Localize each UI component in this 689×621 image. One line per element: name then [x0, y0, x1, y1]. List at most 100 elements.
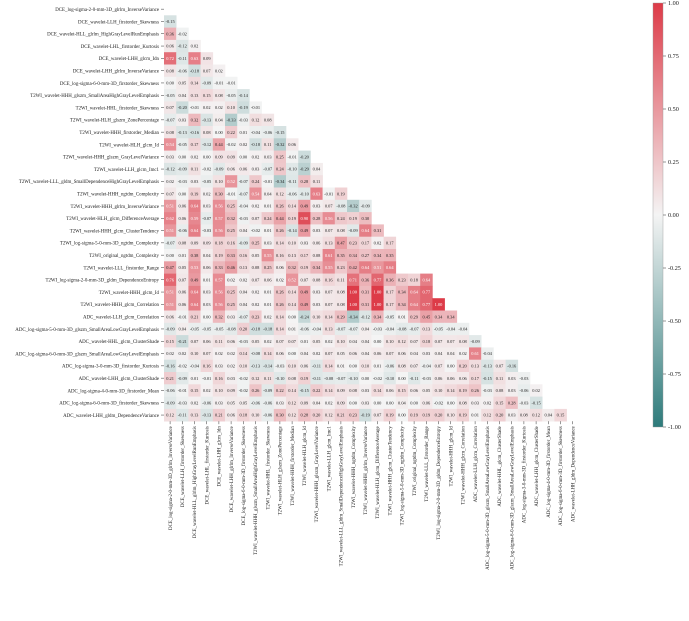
cell-value-label: 0.07: [325, 290, 333, 295]
row-tick-label: DCE_wavelet-LHH_glrlm_InverseVariance: [73, 69, 159, 74]
cell-value-label: 0.12: [252, 376, 260, 381]
cell-value-label: 0.14: [325, 314, 333, 319]
cell-value-label: 0.07: [252, 216, 260, 221]
column-tick-label: DCE_log-sigma-6-0-mm-3D_firstorder_Skewn…: [242, 426, 247, 525]
cell-value-label: 0.62: [166, 216, 174, 221]
row-tick-label: T2WI_wavelet-HHH_glrlm_InverseVariance: [70, 205, 159, 210]
cell-value-label: -0.14: [239, 93, 249, 98]
cell-value-label: -0.18: [251, 142, 261, 147]
heatmap-cell-33-9: [273, 408, 287, 422]
cell-value-label: 0.02: [252, 154, 260, 159]
cell-value-label: -0.09: [471, 339, 481, 344]
heatmap-cell-25-2: [188, 310, 201, 324]
column-tick-label: T2WI_wavelet-HHL_firstorder_Skewness: [266, 426, 271, 509]
heatmap-cell-31-6: [237, 384, 250, 397]
heatmap-cell-14-8: [261, 175, 275, 188]
heatmap-cell-33-5: [225, 408, 238, 422]
cell-value-label: -0.07: [202, 216, 212, 221]
cell-value-label: 0.07: [374, 413, 382, 418]
heatmap-cell-18-14: [334, 224, 348, 237]
heatmap-cell-19-1: [176, 236, 189, 250]
cell-value-label: 0.00: [386, 400, 394, 405]
heatmap-cell-29-25: [469, 359, 482, 373]
heatmap-cell-19-2: [188, 236, 201, 250]
cell-value-label: 0.08: [496, 388, 504, 393]
column-tick-label: DCE_log-sigma-2-0-mm-3D_glrlm_InverseVar…: [169, 426, 174, 530]
cell-value-label: 0.47: [337, 240, 345, 245]
cell-value-label: 0.10: [191, 351, 199, 356]
cell-value-label: 0.11: [313, 179, 321, 184]
heatmap-cell-18-12: [310, 224, 323, 237]
heatmap-cell-9-7: [249, 113, 262, 127]
heatmap-cell-11-3: [200, 138, 214, 151]
cell-value-label: 0.25: [264, 265, 272, 270]
cell-value-label: -0.03: [422, 376, 432, 381]
cell-value-label: 0.04: [239, 290, 247, 295]
heatmap-cell-22-20: [408, 273, 421, 287]
heatmap-cell-30-8: [261, 372, 275, 385]
heatmap-cell-27-0: [164, 335, 177, 348]
cell-value-label: -0.02: [239, 376, 248, 381]
cell-value-label: 0.03: [227, 314, 235, 319]
cell-value-label: 0.04: [178, 93, 186, 98]
cell-value-label: 0.61: [325, 253, 333, 258]
heatmap-cell-32-11: [298, 396, 311, 410]
heatmap-cell-27-14: [334, 335, 348, 348]
cell-value-label: 0.07: [166, 105, 174, 110]
heatmap-cell-12-4: [212, 150, 226, 164]
row-tick-label: T2WI_wavelet-HLH_glcm_DifferenceAverage: [66, 217, 159, 222]
cell-value-label: 0.15: [398, 388, 406, 393]
heatmap-cell-22-13: [322, 273, 336, 287]
cell-value-label: 0.06: [227, 339, 235, 344]
heatmap-cell-28-18: [383, 347, 397, 360]
cell-value-label: 0.64: [191, 302, 199, 307]
heatmap-cell-33-13: [322, 408, 336, 422]
cell-value-label: 0.20: [459, 363, 467, 368]
cell-value-label: 0.08: [337, 290, 345, 295]
heatmap-cell-17-2: [188, 212, 201, 225]
heatmap-cell-26-17: [371, 322, 384, 336]
cell-value-label: -0.07: [166, 240, 176, 245]
cell-value-label: -0.03: [239, 339, 249, 344]
cell-value-label: 0.57: [215, 277, 223, 282]
cell-value-label: 0.02: [166, 351, 174, 356]
column-tick-label: T2WI_wavelet-HHH_glszm_GrayLevelVariance: [315, 426, 320, 522]
cell-value-label: 0.09: [203, 56, 211, 61]
cell-value-label: 0.12: [398, 339, 406, 344]
cell-value-label: 0.02: [227, 363, 235, 368]
cell-value-label: 0.23: [349, 240, 357, 245]
heatmap-cell-31-7: [249, 384, 262, 397]
heatmap-cell-8-1: [176, 101, 189, 114]
cell-value-label: -0.19: [361, 413, 371, 418]
cell-value-label: 0.06: [178, 204, 186, 209]
heatmap-cell-30-3: [200, 372, 214, 385]
cell-value-label: 0.12: [166, 413, 174, 418]
row-tick-label: T2WI_wavelet-HHL_firstorder_Skewness: [76, 106, 159, 111]
cell-value-label: 0.04: [300, 351, 308, 356]
heatmap-cell-24-17: [371, 298, 384, 311]
cell-value-label: -0.13: [178, 130, 188, 135]
heatmap-cell-9-5: [225, 113, 238, 127]
heatmap-cell-13-2: [188, 162, 201, 176]
heatmap-cell-7-2: [188, 89, 201, 102]
heatmap-cell-17-9: [273, 212, 287, 225]
heatmap-cell-28-12: [310, 347, 323, 360]
heatmap-cell-25-4: [212, 310, 226, 324]
cell-value-label: 0.32: [191, 117, 199, 122]
cell-value-label: 0.17: [386, 302, 394, 307]
cell-value-label: 0.06: [166, 314, 174, 319]
cell-value-label: 0.00: [239, 154, 247, 159]
heatmap-cell-10-7: [249, 126, 262, 139]
heatmap-cell-31-1: [176, 384, 189, 397]
heatmap-cell-14-9: [273, 175, 287, 188]
cell-value-label: 0.09: [300, 400, 308, 405]
heatmap-cell-23-4: [212, 285, 226, 299]
colorbar-tick-label: 1.00: [668, 0, 679, 7]
cell-value-label: 0.03: [276, 400, 284, 405]
heatmap-cell-29-22: [432, 359, 445, 373]
cell-value-label: 0.49: [300, 204, 308, 209]
heatmap-cell-27-7: [249, 335, 262, 348]
cell-value-label: -0.05: [214, 327, 224, 332]
cell-value-label: -0.07: [410, 327, 420, 332]
heatmap-cell-24-12: [310, 298, 323, 311]
